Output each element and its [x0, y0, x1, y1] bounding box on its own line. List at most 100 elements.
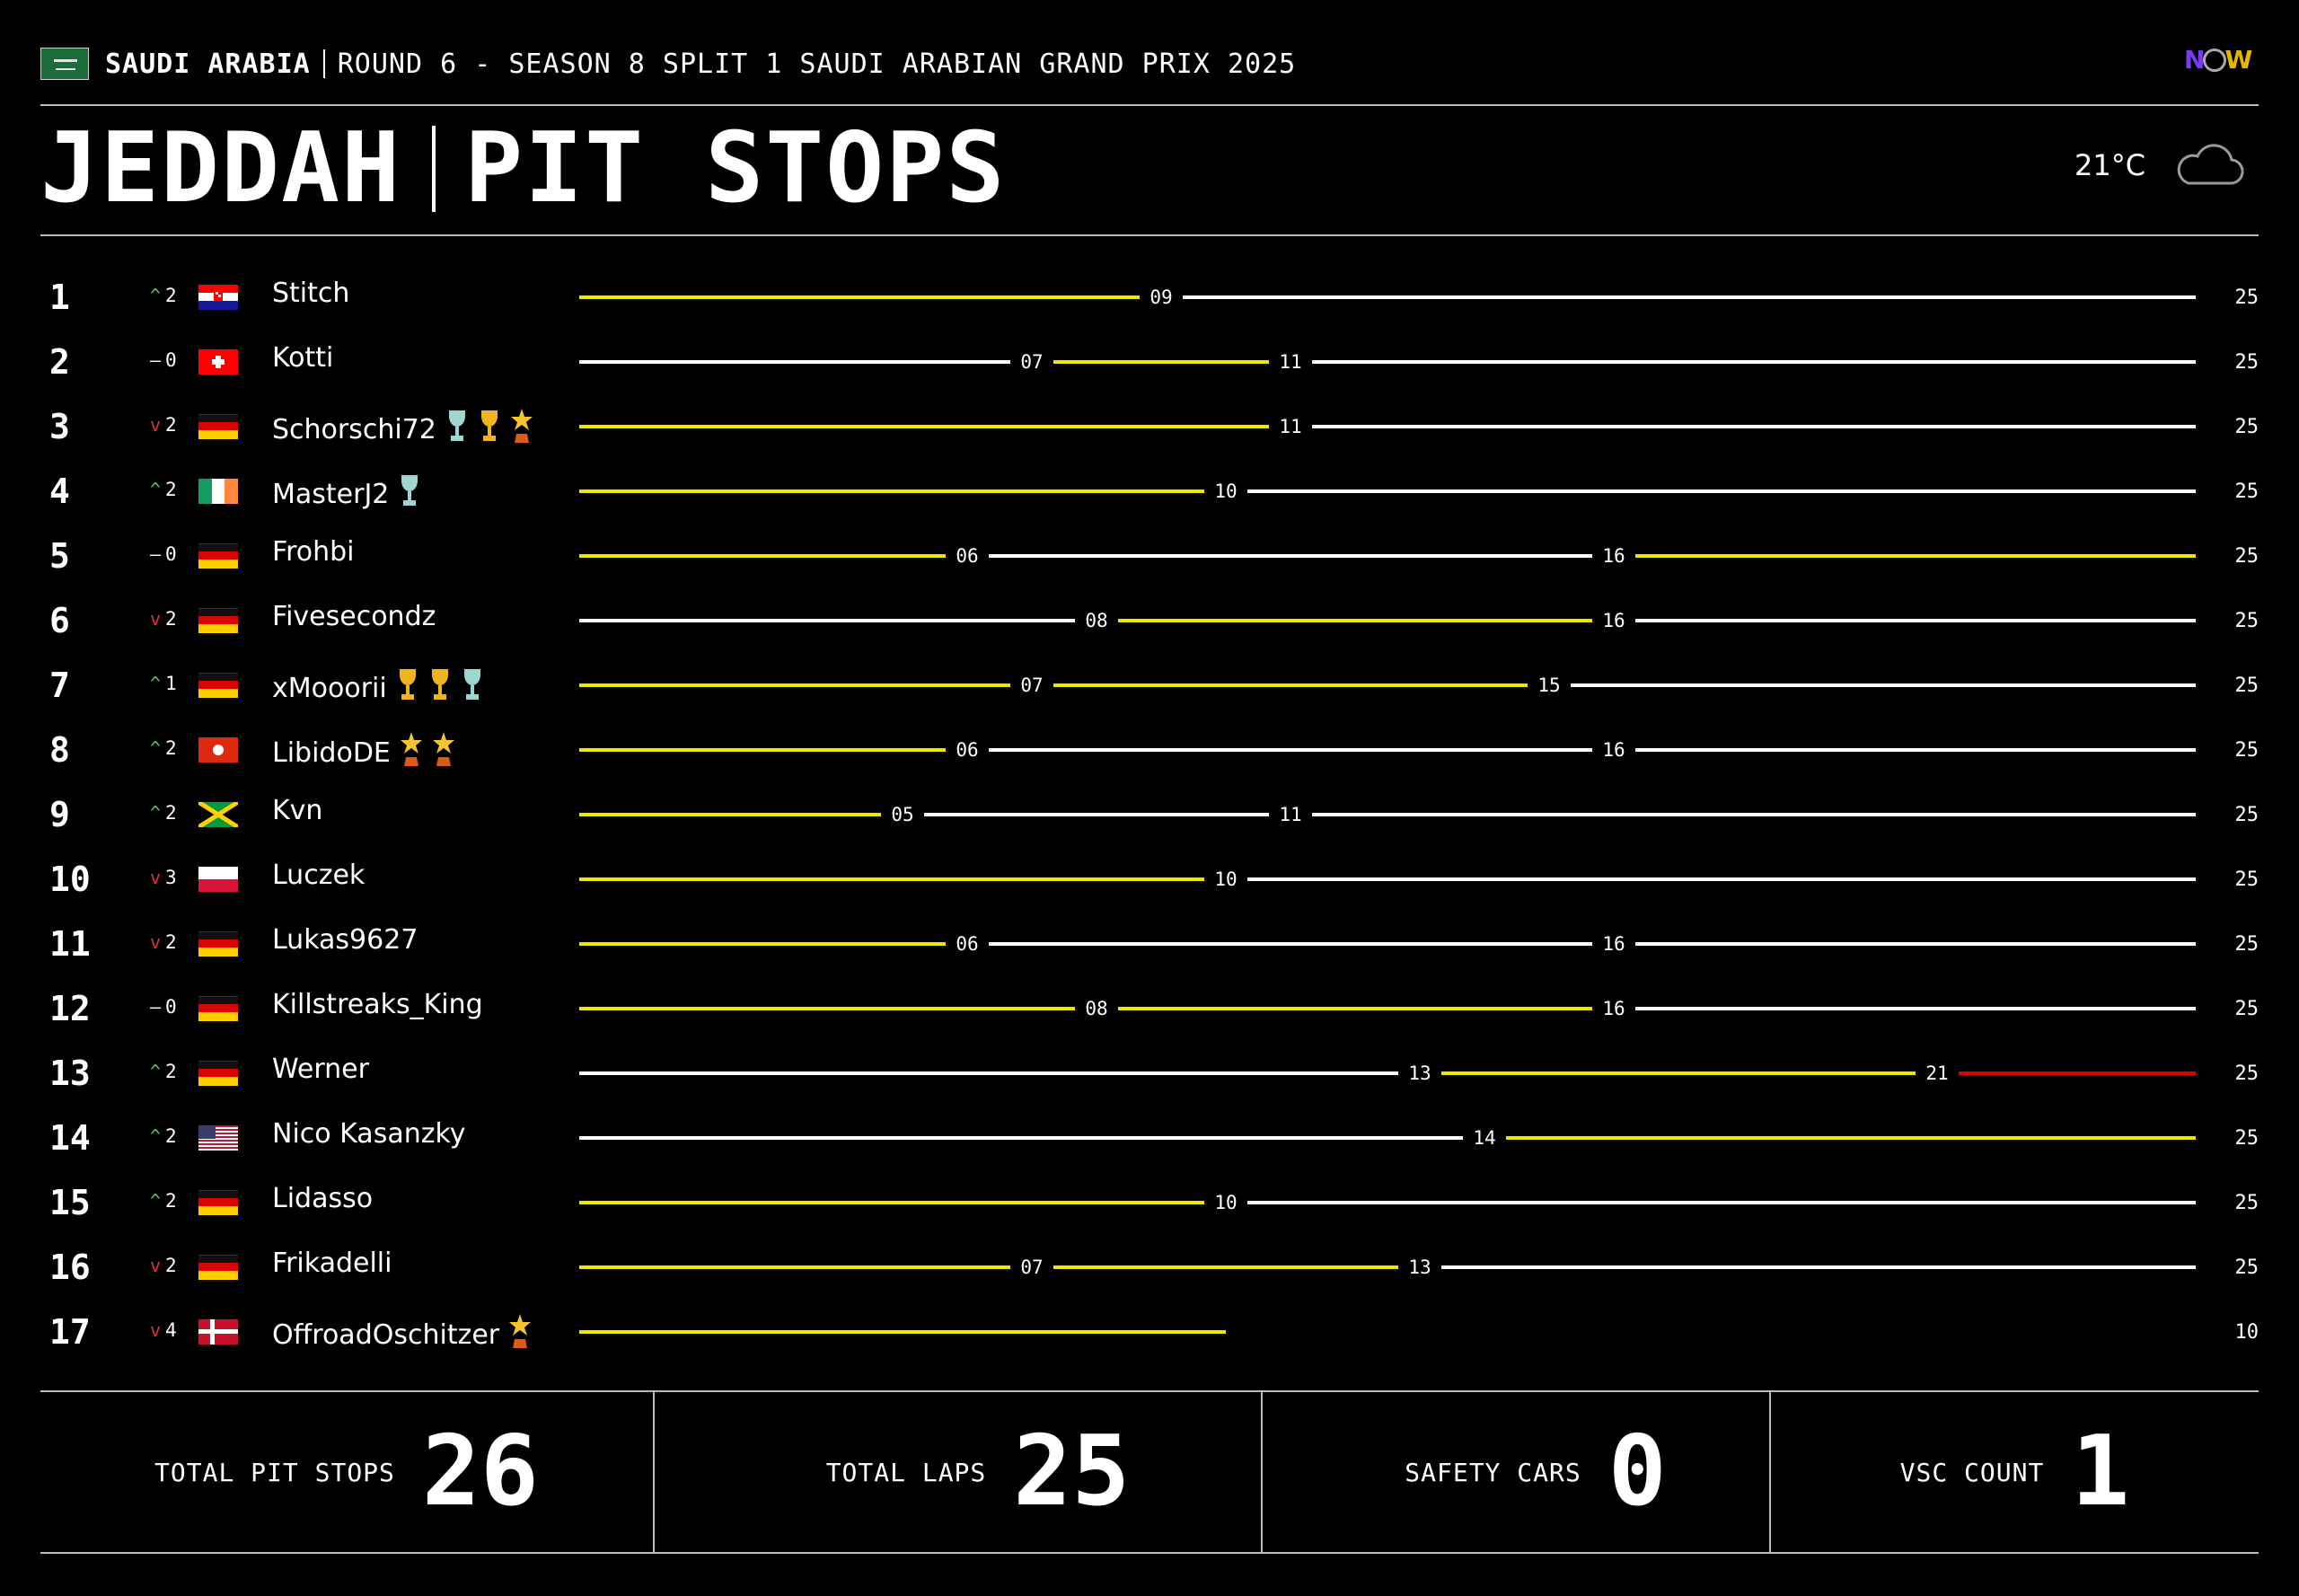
driver-name: Killstreaks_King — [272, 989, 483, 1020]
hong-kong-flag-icon — [198, 737, 238, 763]
final-lap: 25 — [2234, 1257, 2259, 1279]
position-change: ^ 2 — [145, 737, 177, 759]
germany-flag-icon — [198, 414, 238, 439]
table-row: 7 ^ 1 xMooorii 07 15 25 — [0, 653, 2299, 718]
position-change: ^ 2 — [145, 1125, 177, 1147]
driver-name: Frikadelli — [272, 1248, 392, 1279]
stint-track: 13 21 — [579, 1063, 2196, 1084]
position-change-value: 2 — [165, 1125, 177, 1147]
position-change: ^ 2 — [145, 802, 177, 824]
driver-name-text: OffroadOschitzer — [272, 1318, 500, 1351]
position-number: 17 — [49, 1312, 91, 1352]
table-row: 16 v 2 Frikadelli 07 13 25 — [0, 1235, 2299, 1300]
pit-lap-label: 21 — [1925, 1063, 1948, 1084]
stint-track: 10 — [579, 1192, 2196, 1213]
stat-safety-cars: SAFETY CARS 0 — [1405, 1415, 1667, 1528]
table-row: 10 v 3 Luczek 10 25 — [0, 847, 2299, 912]
driver-name-text: Lidasso — [272, 1183, 374, 1214]
position-change: ^ 1 — [145, 673, 177, 694]
position-change-value: 0 — [165, 543, 177, 565]
arrow-down-icon: v — [149, 608, 162, 630]
arrow-down-icon: v — [149, 931, 162, 953]
position-number: 12 — [49, 989, 91, 1028]
final-lap: 25 — [2234, 804, 2259, 826]
position-number: 4 — [49, 472, 70, 511]
position-number: 7 — [49, 666, 70, 705]
arrow-up-icon: ^ — [149, 737, 162, 759]
driver-name-text: Fivesecondz — [272, 601, 436, 632]
gold-trophy-icon — [478, 407, 501, 452]
arrow-up-icon: ^ — [149, 673, 162, 694]
table-row: 3 v 2 Schorschi72 11 25 — [0, 394, 2299, 459]
position-change-value: 2 — [165, 1255, 177, 1276]
arrow-up-icon: ^ — [149, 285, 162, 306]
table-row: 8 ^ 2 LibidoDE 06 16 25 — [0, 718, 2299, 782]
final-lap: 25 — [2234, 998, 2259, 1020]
table-row: 2 –0 Kotti 07 11 25 — [0, 330, 2299, 394]
driver-name-text: Stitch — [272, 278, 350, 309]
position-change-value: 2 — [165, 1061, 177, 1082]
germany-flag-icon — [198, 931, 238, 957]
pit-lap-label: 06 — [956, 545, 978, 567]
germany-flag-icon — [198, 1255, 238, 1280]
pit-lap-label: 11 — [1279, 804, 1301, 825]
driver-name: Fivesecondz — [272, 601, 436, 632]
arrow-up-icon: ^ — [149, 802, 162, 824]
pit-lap-label: 08 — [1085, 610, 1107, 631]
table-row: 15 ^ 2 Lidasso 10 25 — [0, 1170, 2299, 1235]
star-trophy-icon — [432, 730, 455, 775]
pit-lap-label: 07 — [1020, 1257, 1043, 1278]
silver-trophy-icon — [445, 407, 469, 452]
stat-vsc-count: VSC COUNT 1 — [1899, 1415, 2130, 1528]
final-lap: 25 — [2234, 739, 2259, 762]
arrow-down-icon: v — [149, 867, 162, 888]
driver-name: Lukas9627 — [272, 924, 418, 956]
position-change-value: 2 — [165, 285, 177, 306]
driver-name-text: Kotti — [272, 342, 334, 374]
star-trophy-icon — [400, 730, 423, 775]
stat-divider — [653, 1392, 655, 1552]
final-lap: 25 — [2234, 481, 2259, 503]
position-change: ^ 2 — [145, 1061, 177, 1082]
germany-flag-icon — [198, 996, 238, 1021]
position-change-value: 1 — [165, 673, 177, 694]
pit-lap-label: 06 — [956, 933, 978, 955]
pit-lap-label: 11 — [1279, 416, 1301, 437]
stint-track: 08 16 — [579, 610, 2196, 631]
pit-lap-label: 10 — [1214, 1192, 1237, 1213]
position-number: 6 — [49, 601, 70, 640]
city-title: JEDDAH — [40, 112, 402, 225]
pit-lap-label: 16 — [1602, 610, 1625, 631]
pit-lap-label: 15 — [1537, 675, 1560, 696]
pit-lap-label: 13 — [1408, 1063, 1431, 1084]
arrow-down-icon: v — [149, 1319, 162, 1341]
final-lap: 25 — [2234, 869, 2259, 891]
driver-name: OffroadOschitzer — [272, 1312, 532, 1357]
final-lap: 25 — [2234, 610, 2259, 632]
table-row: 4 ^ 2 MasterJ2 10 25 — [0, 459, 2299, 524]
title-divider — [432, 126, 436, 212]
pit-lap-label: 16 — [1602, 933, 1625, 955]
arrow-down-icon: v — [149, 414, 162, 436]
driver-name: Lidasso — [272, 1183, 373, 1214]
position-change: –0 — [145, 349, 177, 371]
stint-track: 09 — [579, 287, 2196, 308]
dash-icon: – — [149, 996, 162, 1018]
germany-flag-icon — [198, 608, 238, 633]
position-number: 10 — [49, 860, 91, 899]
driver-name-text: Werner — [272, 1054, 369, 1085]
driver-name: Stitch — [272, 278, 349, 309]
gold-trophy-icon — [428, 666, 452, 710]
final-lap: 25 — [2234, 675, 2259, 697]
position-number: 3 — [49, 407, 70, 446]
table-row: 13 ^ 2 Werner 13 21 25 — [0, 1041, 2299, 1106]
stint-track — [579, 1330, 1226, 1334]
germany-flag-icon — [198, 1190, 238, 1215]
table-row: 12 –0 Killstreaks_King 08 16 25 — [0, 976, 2299, 1041]
stint-track: 07 13 — [579, 1257, 2196, 1278]
driver-name-text: LibidoDE — [272, 736, 391, 769]
